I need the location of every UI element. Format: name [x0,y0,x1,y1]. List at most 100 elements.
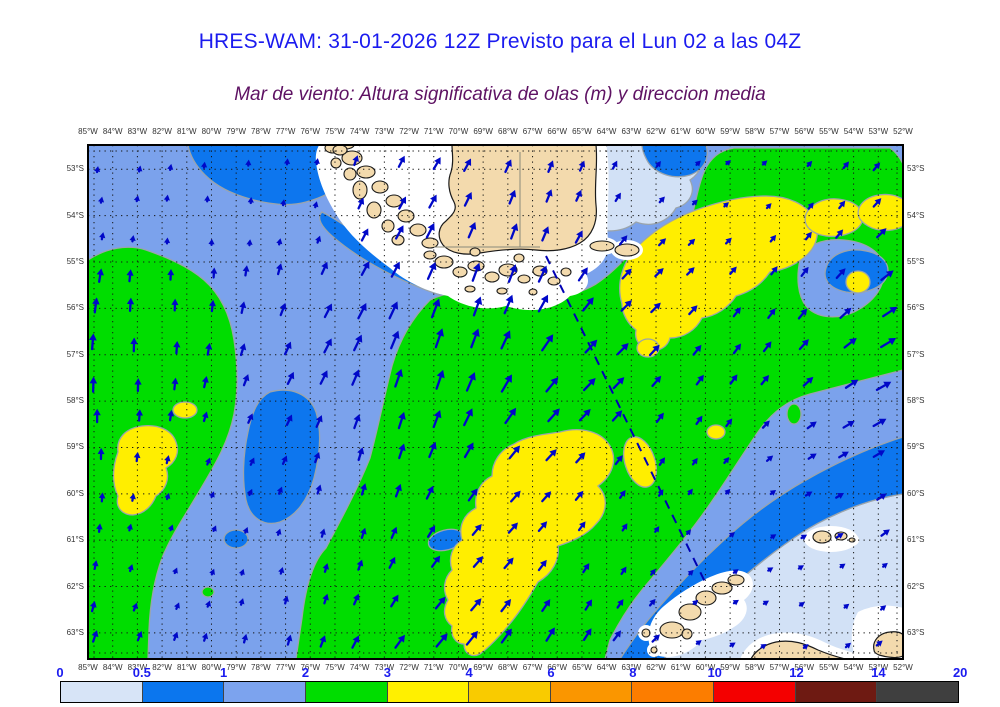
wind-arrow-head [440,633,448,642]
wind-arrow-head [550,377,559,386]
lon-label-top: 72°W [399,127,419,136]
lon-label-bottom: 68°W [498,663,518,672]
wind-arrow-head [653,634,660,642]
land-island [332,145,348,156]
wind-arrow-head [129,493,136,500]
wind-arrow [835,534,841,539]
wind-arrow-head [312,201,319,208]
wind-arrow [465,635,475,646]
colorbar-segment-4-6 [469,682,551,702]
wind-arrow [463,163,469,172]
wind-arrow [574,234,581,244]
lon-label-top: 70°W [448,127,469,136]
wind-arrow-head [687,569,694,576]
wind-arrow-head [398,411,406,420]
lon-label-bottom: 63°W [621,663,642,672]
land-island [614,243,640,257]
wind-arrow-head [352,635,360,643]
colorbar-segment-2-3 [305,682,388,702]
colorbar-segment-12-14 [795,682,878,702]
wind-arrow-head [657,489,664,496]
wind-arrow [286,376,293,386]
wind-arrow-head [248,457,255,465]
wind-arrow [353,159,357,167]
land-island [650,646,658,654]
wind-arrow [510,494,518,503]
lon-label-bottom: 60°W [695,663,716,672]
wind-arrow-head [163,237,171,244]
wind-arrow [428,447,435,459]
wind-arrow [767,312,773,319]
lon-label-top: 52°W [893,127,913,136]
wind-arrow [319,639,324,648]
lon-label-top: 54°W [843,127,864,136]
lat-label-right: 53°S [907,164,925,174]
wind-arrow-head [466,442,474,451]
wind-arrow [541,494,548,503]
wind-arrow [648,602,654,607]
colorbar-tick: 1 [220,665,228,680]
lon-label-top: 66°W [547,127,568,136]
wind-arrow-head [655,161,661,168]
land-island [330,157,342,169]
wind-arrow [844,382,854,389]
wind-arrow [545,381,555,393]
wind-arrow [620,303,629,312]
land-island [641,628,651,638]
wind-arrow-head [390,526,398,534]
wind-arrow-head [879,228,887,236]
wind-arrow-head [127,564,134,571]
wind-arrow-head [837,493,845,499]
land-island [452,266,468,278]
lon-label-top: 57°W [769,127,790,136]
colorbar-segment-0.5-1 [142,682,225,702]
wind-arrow [434,600,443,610]
lat-label-right: 60°S [907,488,925,498]
wind-arrow-head [621,523,628,530]
wind-arrow [351,374,358,386]
wind-arrow-head [616,377,625,385]
lon-label-top: 63°W [621,127,642,136]
wind-arrow [537,270,545,283]
wind-arrow [687,241,693,246]
wind-arrow [724,240,729,245]
wind-arrow-head [285,634,293,642]
wind-arrow-head [874,198,882,206]
wind-arrow-head [130,337,138,345]
land-island [381,219,395,233]
wind-arrow [203,637,207,642]
wind-arrow [435,375,442,390]
wind-arrow [835,232,841,239]
lon-label-bottom: 62°W [646,663,666,672]
wind-arrow [574,494,581,501]
land-island [517,274,531,284]
wind-arrow [541,339,551,352]
lon-label-bottom: 69°W [473,663,493,672]
wind-arrow [621,526,626,532]
wind-arrow [872,165,878,172]
wind-arrow-head [355,334,363,343]
wind-arrow [880,273,890,282]
land-tierra-del-fuego [438,145,598,255]
land-island [678,603,702,621]
lon-label-bottom: 53°W [868,663,889,672]
wind-arrow-head [398,443,406,452]
land-island [496,287,508,295]
lat-label-left: 63°S [66,627,84,637]
wind-arrow [426,529,433,538]
wind-arrow [547,165,552,173]
wind-arrow [654,529,658,533]
wind-arrow-head [615,410,623,418]
wind-arrow [430,559,438,568]
wind-arrow [620,570,625,576]
lon-label-bottom: 67°W [522,663,543,672]
wind-arrow-head [583,408,591,417]
wind-arrow-head [654,375,662,384]
wind-arrow-head [276,486,283,494]
wind-arrow-head [801,339,809,347]
lat-label-right: 57°S [907,349,925,359]
wind-arrow [611,413,619,422]
colorbar-tick: 4 [465,665,473,680]
wind-arrow-head [362,261,370,270]
wind-arrow-head [653,302,661,310]
